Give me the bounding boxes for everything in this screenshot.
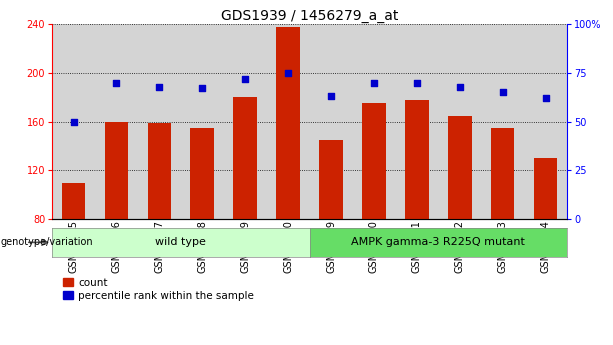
Bar xyxy=(524,24,567,219)
Bar xyxy=(319,140,343,219)
Bar xyxy=(362,104,386,219)
Bar xyxy=(276,27,300,219)
Bar xyxy=(234,97,257,219)
Bar xyxy=(105,122,128,219)
Bar xyxy=(352,24,395,219)
Point xyxy=(197,86,207,91)
Bar xyxy=(405,100,428,219)
Bar xyxy=(310,24,352,219)
Bar xyxy=(448,116,471,219)
Text: AMPK gamma-3 R225Q mutant: AMPK gamma-3 R225Q mutant xyxy=(351,237,525,247)
Point xyxy=(369,80,379,86)
Bar xyxy=(481,24,524,219)
Bar xyxy=(395,24,438,219)
Point xyxy=(154,84,164,89)
Point xyxy=(412,80,422,86)
Bar xyxy=(52,24,95,219)
Point xyxy=(498,90,508,95)
Bar xyxy=(95,24,138,219)
Point xyxy=(326,93,336,99)
Point xyxy=(112,80,121,86)
Bar xyxy=(138,24,181,219)
Bar xyxy=(191,128,214,219)
Bar xyxy=(534,158,557,219)
Point xyxy=(455,84,465,89)
Bar xyxy=(224,24,267,219)
Bar xyxy=(491,128,514,219)
Bar xyxy=(148,123,171,219)
Point xyxy=(283,70,293,76)
Bar xyxy=(438,24,481,219)
Bar xyxy=(62,183,85,219)
Point xyxy=(69,119,78,125)
Title: GDS1939 / 1456279_a_at: GDS1939 / 1456279_a_at xyxy=(221,9,398,23)
Bar xyxy=(267,24,310,219)
Bar xyxy=(181,24,224,219)
Point xyxy=(240,76,250,81)
Text: genotype/variation: genotype/variation xyxy=(1,237,93,247)
Point xyxy=(541,96,550,101)
Legend: count, percentile rank within the sample: count, percentile rank within the sample xyxy=(63,278,254,301)
Text: wild type: wild type xyxy=(156,237,206,247)
